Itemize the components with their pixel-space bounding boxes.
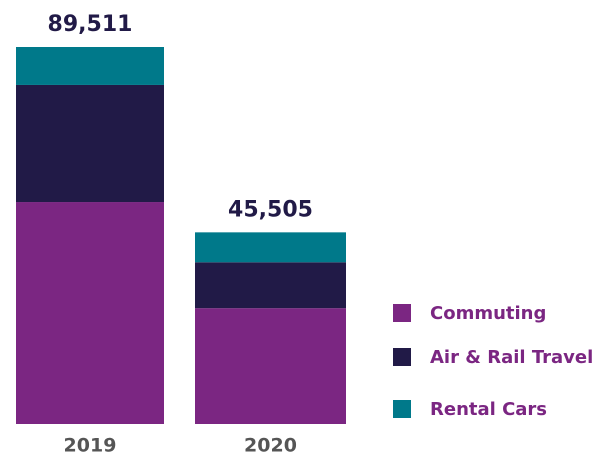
legend-label: Commuting bbox=[430, 303, 546, 324]
bar-segment bbox=[16, 84, 164, 203]
bar-segment bbox=[195, 308, 346, 424]
legend-swatch bbox=[393, 304, 411, 322]
bar-segment bbox=[195, 262, 346, 309]
x-tick-label: 2019 bbox=[64, 435, 117, 456]
legend-swatch bbox=[393, 400, 411, 418]
legend-label: Air & Rail Travel bbox=[430, 347, 593, 368]
total-label: 89,511 bbox=[48, 12, 133, 37]
x-tick-label: 2020 bbox=[244, 435, 297, 456]
legend-swatch bbox=[393, 348, 411, 366]
bar-segment bbox=[16, 47, 164, 85]
bar-segment bbox=[16, 202, 164, 424]
legend-label: Rental Cars bbox=[430, 399, 547, 420]
total-label: 45,505 bbox=[228, 197, 313, 222]
bar-segment bbox=[195, 232, 346, 263]
